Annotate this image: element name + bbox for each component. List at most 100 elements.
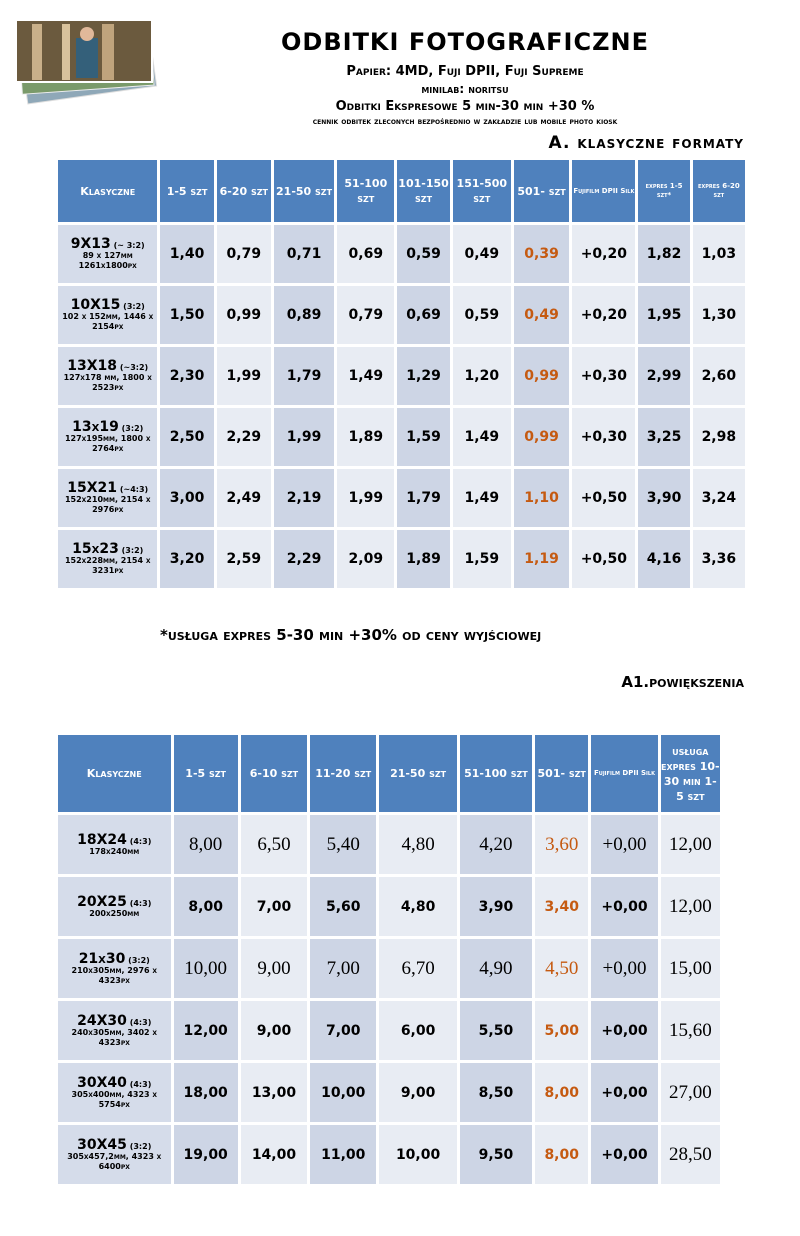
price: 1,29 <box>397 347 450 405</box>
price: 8,50 <box>459 1063 533 1122</box>
price: 2,98 <box>692 408 745 466</box>
price: 1,03 <box>692 225 745 283</box>
price: +0,30 <box>572 408 636 466</box>
price: 1,49 <box>452 469 511 527</box>
format-size: 89 x 127mm 1261x1800px <box>78 251 137 270</box>
price: 3,00 <box>160 469 214 527</box>
price: 5,50 <box>459 1001 533 1060</box>
format-size: 152x228mm, 2154 x 3231px <box>64 556 151 575</box>
price: 3,25 <box>638 408 690 466</box>
price: 0,99 <box>513 347 570 405</box>
column-header: usługa expres 10-30 min 1-5 szt <box>660 735 720 812</box>
price: 0,39 <box>513 225 570 283</box>
size-cell: 18X24 (4:3) 178x240mm <box>58 815 171 874</box>
size-cell: 10X15 (3:2) 102 x 152mm, 1446 x 2154px <box>58 286 158 344</box>
format-size: 127x178 mm, 1800 x 2523px <box>63 373 152 392</box>
price-table: Klasyczne 1-5 szt 6-10 szt 11-20 szt 21-50 s… <box>55 732 723 1187</box>
price-row: 9X13 (~ 3:2) 89 x 127mm 1261x1800px 1,40 0,… <box>58 225 745 283</box>
format-ratio: (3:2) <box>123 302 145 311</box>
price: 8,00 <box>173 815 238 874</box>
price: 12,00 <box>660 815 720 874</box>
size-cell: 30X40 (4:3) 305x400mm, 4323 x 5754px <box>58 1063 171 1122</box>
price: 11,00 <box>310 1125 377 1184</box>
format-size: 240x305mm, 3402 x 4323px <box>71 1027 157 1047</box>
price: 2,59 <box>216 530 271 588</box>
subtitle: cennik odbitek zleconych bezpośrednio w … <box>312 117 618 127</box>
price: 3,24 <box>692 469 745 527</box>
price: 10,00 <box>173 939 238 998</box>
format-ratio: (4:3) <box>129 1017 152 1027</box>
price: 1,82 <box>638 225 690 283</box>
price: 0,69 <box>397 286 450 344</box>
price: 1,49 <box>337 347 395 405</box>
price: 10,00 <box>379 1125 457 1184</box>
price: 0,99 <box>513 408 570 466</box>
price: 2,30 <box>160 347 214 405</box>
price-row: 15x23 (3:2) 152x228mm, 2154 x 3231px 3,20 2… <box>58 530 745 588</box>
price: 1,19 <box>513 530 570 588</box>
price: 1,99 <box>216 347 271 405</box>
format-size: 178x240mm <box>89 846 140 856</box>
price: 4,20 <box>459 815 533 874</box>
column-header: 501- szt <box>513 160 570 222</box>
price: 2,29 <box>216 408 271 466</box>
price: 4,16 <box>638 530 690 588</box>
subtitle: Papier: 4MD, Fuji DPII, Fuji Supreme <box>346 64 584 79</box>
size-cell: 15X21 (~4:3) 152x210mm, 2154 x 2976px <box>58 469 158 527</box>
price: 3,60 <box>535 815 589 874</box>
column-header: 6-20 szt <box>216 160 271 222</box>
price: 5,60 <box>310 877 377 936</box>
price: 0,49 <box>513 286 570 344</box>
price: 27,00 <box>660 1063 720 1122</box>
price: 1,59 <box>397 408 450 466</box>
format-ratio: (3:2) <box>128 955 150 965</box>
format-size: 305x457,2mm, 4323 x 6400px <box>67 1151 162 1171</box>
price: +0,30 <box>572 347 636 405</box>
format-name: 18X24 <box>77 831 127 848</box>
price: 9,00 <box>240 939 308 998</box>
price: +0,20 <box>572 286 636 344</box>
price: +0,00 <box>591 1125 658 1184</box>
format-name: 15X21 <box>67 480 118 496</box>
price: 0,89 <box>273 286 335 344</box>
column-header: 11-20 szt <box>310 735 377 812</box>
size-cell: 21x30 (3:2) 210x305mm, 2976 x 4323px <box>58 939 171 998</box>
price: 2,50 <box>160 408 214 466</box>
price: 1,79 <box>273 347 335 405</box>
price: 18,00 <box>173 1063 238 1122</box>
format-name: 10X15 <box>70 297 121 313</box>
price: +0,00 <box>591 939 658 998</box>
price: 6,00 <box>379 1001 457 1060</box>
subtitle: Odbitki Ekspresowe 5 min-30 min +30 % <box>335 99 595 114</box>
column-header: 501- szt <box>535 735 589 812</box>
price: 7,00 <box>310 939 377 998</box>
price: 8,00 <box>173 877 238 936</box>
price: 1,50 <box>160 286 214 344</box>
format-ratio: (~ 3:2) <box>113 241 145 250</box>
price-row: 21x30 (3:2) 210x305mm, 2976 x 4323px 10,00… <box>58 939 720 998</box>
price: 6,50 <box>240 815 308 874</box>
format-name: 20X25 <box>77 893 127 910</box>
column-header: 1-5 szt <box>160 160 214 222</box>
price: 2,29 <box>273 530 335 588</box>
price: 1,59 <box>452 530 511 588</box>
column-header: 51-100 szt <box>337 160 395 222</box>
column-header: 151-500 szt <box>452 160 511 222</box>
footnote: *usługa expres 5-30 min +30% od ceny wyj… <box>160 626 542 644</box>
price: 3,90 <box>638 469 690 527</box>
format-ratio: (3:2) <box>121 424 144 433</box>
price: 0,59 <box>452 286 511 344</box>
price: 4,50 <box>535 939 589 998</box>
format-name: 30X45 <box>77 1136 127 1153</box>
size-cell: 9X13 (~ 3:2) 89 x 127mm 1261x1800px <box>58 225 158 283</box>
price: 0,79 <box>337 286 395 344</box>
price: +0,20 <box>572 225 636 283</box>
price-row: 13X18 (~3:2) 127x178 mm, 1800 x 2523px 2,3… <box>58 347 745 405</box>
column-header: Klasyczne <box>58 735 171 812</box>
price-row: 30X45 (3:2) 305x457,2mm, 4323 x 6400px 19,… <box>58 1125 720 1184</box>
format-size: 127x195mm, 1800 x 2764px <box>64 434 151 453</box>
size-cell: 13X18 (~3:2) 127x178 mm, 1800 x 2523px <box>58 347 158 405</box>
price: 1,20 <box>452 347 511 405</box>
size-cell: 30X45 (3:2) 305x457,2mm, 4323 x 6400px <box>58 1125 171 1184</box>
price-row: 20X25 (4:3) 200x250mm 8,00 7,00 5,60 4,80 3,90… <box>58 877 720 936</box>
